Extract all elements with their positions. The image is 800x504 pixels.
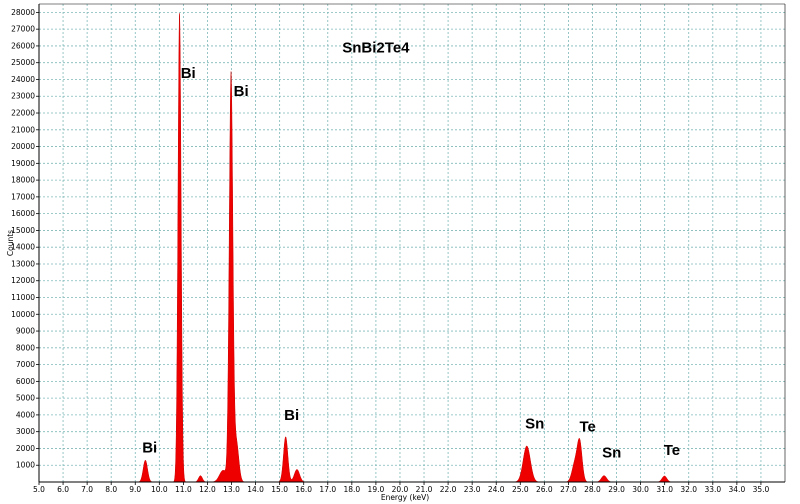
x-tick-label: 9.0	[129, 485, 141, 494]
x-tick-label: 7.0	[81, 485, 93, 494]
peak-label: Bi	[284, 407, 299, 424]
y-tick-label: 4000	[16, 410, 35, 419]
y-tick-label: 27000	[11, 25, 35, 34]
grid-lines	[39, 4, 785, 482]
x-tick-label: 19.0	[368, 485, 385, 494]
x-tick-label: 25.0	[512, 485, 529, 494]
y-tick-label: 26000	[11, 41, 35, 50]
y-tick-label: 12000	[11, 276, 35, 285]
y-tick-label: 18000	[11, 176, 35, 185]
y-tick-label: 15000	[11, 226, 35, 235]
y-tick-label: 2000	[16, 444, 35, 453]
x-tick-label: 32.0	[680, 485, 697, 494]
y-tick-label: 11000	[11, 293, 35, 302]
peak-label: Sn	[602, 445, 621, 462]
y-tick-label: 23000	[11, 92, 35, 101]
x-tick-label: 20.0	[392, 485, 409, 494]
x-tick-label: 22.0	[440, 485, 457, 494]
x-tick-label: 6.0	[57, 485, 69, 494]
x-tick-label: 16.0	[295, 485, 312, 494]
chart-title: SnBi2Te4	[342, 40, 410, 57]
x-axis-label: Energy (keV)	[381, 493, 429, 502]
x-tick-label: 21.0	[416, 485, 433, 494]
y-tick-label: 10000	[11, 310, 35, 319]
x-tick-label: 17.0	[319, 485, 336, 494]
x-tick-label: 23.0	[464, 485, 481, 494]
x-tick-labels: 5.0 6.0 7.0 8.0 9.0 10.0 11.0 12.0 13.0 14.0 15.0 1…	[33, 485, 769, 494]
x-tick-label: 26.0	[536, 485, 553, 494]
y-tick-label: 20000	[11, 142, 35, 151]
y-tick-label: 3000	[16, 427, 35, 436]
peak-label: Sn	[525, 415, 544, 432]
y-tick-label: 22000	[11, 109, 35, 118]
peak-label: Te	[664, 442, 680, 459]
x-tick-label: 30.0	[632, 485, 649, 494]
x-tick-label: 29.0	[608, 485, 625, 494]
x-tick-label: 34.0	[729, 485, 746, 494]
peak-label: Bi	[142, 440, 157, 457]
y-tick-label: 14000	[11, 243, 35, 252]
y-tick-label: 25000	[11, 58, 35, 67]
peak-label: Bi	[234, 83, 249, 100]
x-tick-label: 12.0	[199, 485, 216, 494]
x-tick-label: 28.0	[584, 485, 601, 494]
y-axis-label: Counts	[6, 230, 15, 256]
y-tick-label: 13000	[11, 259, 35, 268]
y-tick-label: 28000	[11, 8, 35, 17]
y-tick-label: 5000	[16, 394, 35, 403]
peak-annotations: Bi Bi Bi Bi SnBi2Te4 Sn Te Sn Te	[142, 40, 680, 462]
y-tick-label: 16000	[11, 209, 35, 218]
x-tick-label: 10.0	[151, 485, 168, 494]
y-tick-label: 8000	[16, 343, 35, 352]
x-tick-label: 8.0	[105, 485, 117, 494]
x-tick-label: 24.0	[488, 485, 505, 494]
peak-label: Bi	[181, 65, 196, 82]
x-tick-label: 13.0	[223, 485, 240, 494]
y-tick-label: 19000	[11, 159, 35, 168]
x-tick-label: 31.0	[656, 485, 673, 494]
x-tick-label: 18.0	[343, 485, 360, 494]
peak-label: Te	[579, 419, 595, 436]
y-tick-label: 7000	[16, 360, 35, 369]
y-tick-label: 21000	[11, 125, 35, 134]
x-tick-label: 35.0	[753, 485, 770, 494]
x-tick-label: 27.0	[560, 485, 577, 494]
y-tick-labels: 1000 2000 3000 4000 5000 6000 7000 8000 9000 1000…	[11, 8, 35, 470]
axes	[36, 3, 786, 485]
y-tick-label: 6000	[16, 377, 35, 386]
x-tick-label: 11.0	[175, 485, 192, 494]
x-tick-label: 33.0	[704, 485, 721, 494]
x-tick-label: 14.0	[247, 485, 264, 494]
y-tick-label: 9000	[16, 327, 35, 336]
y-tick-label: 24000	[11, 75, 35, 84]
x-tick-label: 5.0	[33, 485, 45, 494]
x-tick-label: 15.0	[271, 485, 288, 494]
y-tick-label: 1000	[16, 461, 35, 470]
y-tick-label: 17000	[11, 192, 35, 201]
